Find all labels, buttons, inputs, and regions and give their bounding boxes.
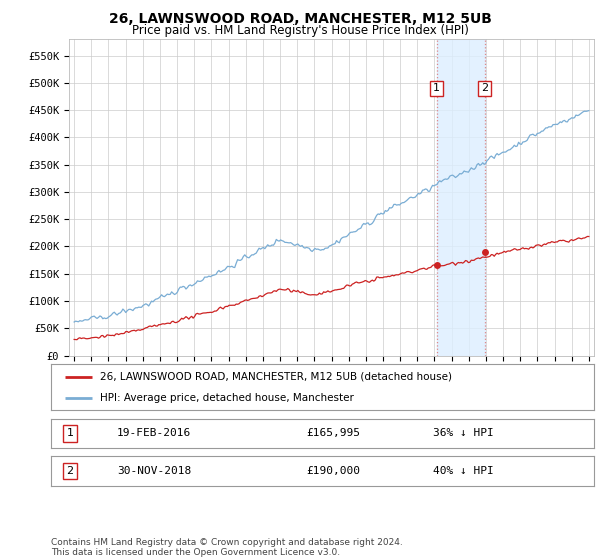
Text: 2: 2 — [481, 83, 488, 94]
Text: 36% ↓ HPI: 36% ↓ HPI — [433, 428, 494, 438]
Text: Price paid vs. HM Land Registry's House Price Index (HPI): Price paid vs. HM Land Registry's House … — [131, 24, 469, 37]
Bar — [437, 39, 485, 356]
Text: 26, LAWNSWOOD ROAD, MANCHESTER, M12 5UB: 26, LAWNSWOOD ROAD, MANCHESTER, M12 5UB — [109, 12, 491, 26]
Text: Contains HM Land Registry data © Crown copyright and database right 2024.
This d: Contains HM Land Registry data © Crown c… — [51, 538, 403, 557]
Text: 1: 1 — [67, 428, 74, 438]
Text: 30-NOV-2018: 30-NOV-2018 — [117, 466, 191, 476]
Text: 1: 1 — [433, 83, 440, 94]
Text: 19-FEB-2016: 19-FEB-2016 — [117, 428, 191, 438]
Text: £165,995: £165,995 — [307, 428, 361, 438]
Text: £190,000: £190,000 — [307, 466, 361, 476]
Text: 40% ↓ HPI: 40% ↓ HPI — [433, 466, 494, 476]
Text: 26, LAWNSWOOD ROAD, MANCHESTER, M12 5UB (detached house): 26, LAWNSWOOD ROAD, MANCHESTER, M12 5UB … — [100, 372, 452, 382]
Text: HPI: Average price, detached house, Manchester: HPI: Average price, detached house, Manc… — [100, 394, 354, 403]
Text: 2: 2 — [67, 466, 74, 476]
